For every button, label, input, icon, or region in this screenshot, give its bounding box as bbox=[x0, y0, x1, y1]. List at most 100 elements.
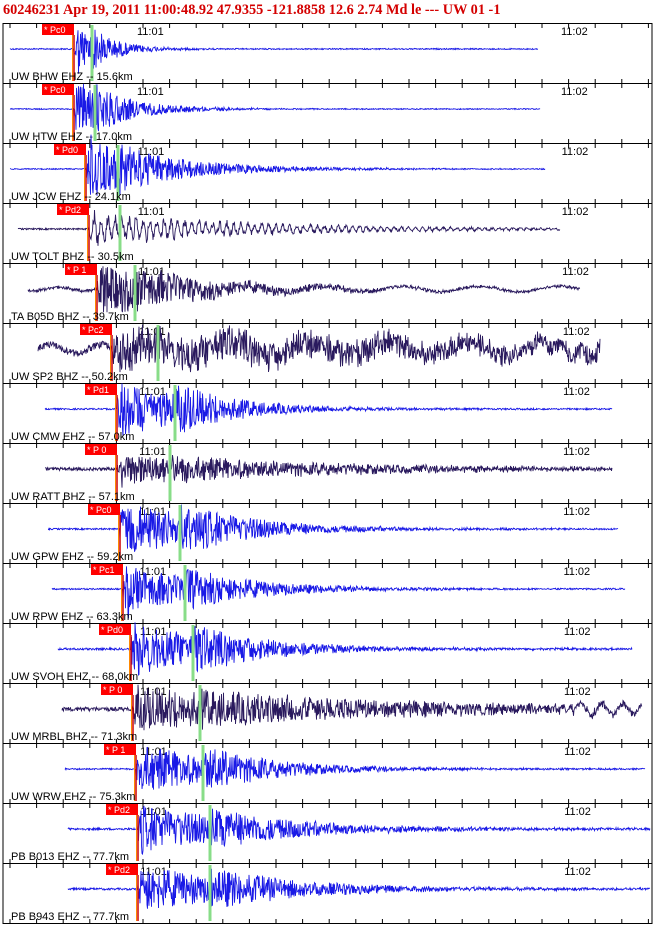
event-header: 60246231 Apr 19, 2011 11:00:48.92 47.935… bbox=[3, 2, 501, 18]
waveform bbox=[44, 383, 613, 437]
station-label: UW RPW EHZ -- 63.3km bbox=[11, 611, 133, 623]
station-label: UW SP2 BHZ -- 50.2km bbox=[11, 371, 128, 383]
station-label: UW BHW EHZ -- 15.6km bbox=[11, 71, 133, 83]
time-tick-label: 11:02 bbox=[564, 806, 591, 818]
pick-label: * Pc2 bbox=[82, 325, 104, 335]
time-tick-label: 11:02 bbox=[564, 686, 591, 698]
time-tick-label: 11:02 bbox=[563, 386, 590, 398]
trace-row: 11:01 11:02 * Pd2 UW TOLT BHZ -- 30.5km bbox=[2, 203, 653, 264]
pick-box bbox=[106, 864, 138, 875]
pick-label: * Pd0 bbox=[56, 145, 78, 155]
station-label: UW MRBL BHZ -- 71.3km bbox=[11, 731, 137, 743]
time-tick-label: 11:02 bbox=[564, 626, 591, 638]
pick-label: * Pc0 bbox=[44, 85, 66, 95]
trace-row: 11:01 11:02 * Pd1 UW CMW EHZ -- 57.0km bbox=[2, 383, 653, 444]
time-tick-label: 11:02 bbox=[564, 866, 591, 878]
pick-box bbox=[91, 564, 123, 575]
waveform bbox=[64, 746, 646, 790]
time-tick-label: 11:01 bbox=[137, 26, 164, 38]
time-tick-label: 11:02 bbox=[563, 506, 590, 518]
pick-box bbox=[54, 144, 86, 155]
waveform bbox=[44, 454, 613, 488]
time-tick-label: 11:02 bbox=[562, 266, 589, 278]
pick-label: * P 1 bbox=[106, 745, 125, 755]
station-label: UW GPW EHZ -- 59.2km bbox=[11, 551, 133, 563]
waveform bbox=[9, 83, 541, 132]
station-label: UW SVOH EHZ -- 68.0km bbox=[11, 671, 138, 683]
pick-label: * Pd2 bbox=[108, 865, 130, 875]
pick-label: * Pd0 bbox=[101, 625, 123, 635]
time-tick-label: 11:01 bbox=[140, 626, 167, 638]
time-tick-label: 11:02 bbox=[563, 566, 590, 578]
time-tick-label: 11:01 bbox=[138, 206, 165, 218]
waveform bbox=[9, 134, 546, 196]
time-tick-label: 11:01 bbox=[140, 866, 167, 878]
station-label: TA B05D BHZ -- 39.7km bbox=[11, 311, 129, 323]
station-label: PB B943 EHZ -- 77.7km bbox=[11, 911, 129, 923]
waveform bbox=[61, 684, 643, 731]
pick-label: * Pc0 bbox=[90, 505, 112, 515]
waveform bbox=[9, 29, 539, 74]
pick-label: * P 1 bbox=[67, 265, 86, 275]
waveform bbox=[47, 504, 619, 552]
time-tick-label: 11:02 bbox=[561, 86, 588, 98]
waveform bbox=[57, 622, 633, 676]
pick-label: * Pd1 bbox=[87, 385, 109, 395]
time-tick-label: 11:01 bbox=[140, 806, 167, 818]
station-label: UW JCW EHZ -- 24.1km bbox=[11, 191, 131, 203]
time-tick-label: 11:02 bbox=[562, 146, 589, 158]
time-tick-label: 11:02 bbox=[563, 446, 590, 458]
time-tick-label: 11:01 bbox=[140, 746, 167, 758]
trace-row: 11:01 11:02 * Pd0 UW SVOH EHZ -- 68.0km bbox=[2, 622, 653, 684]
pick-label: * Pc0 bbox=[44, 25, 66, 35]
pick-label: * Pd2 bbox=[108, 805, 130, 815]
pick-box bbox=[42, 84, 74, 95]
time-tick-label: 11:02 bbox=[561, 26, 588, 38]
trace-row: 11:01 11:02 * Pd2 PB B943 EHZ -- 77.7km bbox=[2, 863, 653, 924]
time-tick-label: 11:02 bbox=[562, 206, 589, 218]
time-tick-label: 11:01 bbox=[138, 146, 165, 158]
trace-row: 11:01 11:02 * Pd0 UW JCW EHZ -- 24.1km bbox=[2, 134, 653, 204]
station-label: UW WRW EHZ -- 75.3km bbox=[11, 791, 135, 803]
pick-box bbox=[42, 24, 74, 35]
time-tick-label: 11:01 bbox=[139, 446, 166, 458]
trace-row: 11:01 11:02 * P 1 UW WRW EHZ -- 75.3km bbox=[2, 743, 653, 804]
station-label: UW RATT BHZ -- 57.1km bbox=[11, 491, 135, 503]
trace-row: 11:01 11:02 * P 0 UW RATT BHZ -- 57.1km bbox=[2, 443, 653, 504]
row-frame bbox=[2, 863, 653, 924]
waveform bbox=[37, 324, 601, 373]
pick-box bbox=[85, 444, 117, 455]
pick-label: * Pd2 bbox=[59, 205, 81, 215]
station-label: UW CMW EHZ -- 57.0km bbox=[11, 431, 134, 443]
trace-row: 11:01 11:02* P 0UW MRBL BHZ -- 71.3km bbox=[2, 683, 653, 744]
waveform bbox=[27, 266, 581, 313]
trace-row: 11:01 11:02 * Pc0 UW BHW EHZ -- 15.6km bbox=[2, 23, 653, 84]
pick-box bbox=[104, 744, 136, 755]
time-tick-label: 11:02 bbox=[563, 326, 590, 338]
waveform bbox=[17, 209, 561, 246]
pick-box bbox=[57, 204, 89, 215]
time-tick-label: 11:02 bbox=[564, 746, 591, 758]
time-tick-label: 11:01 bbox=[139, 386, 166, 398]
pick-box bbox=[80, 324, 112, 335]
pick-box bbox=[99, 624, 131, 635]
waveform bbox=[51, 566, 626, 619]
station-label: UW TOLT BHZ -- 30.5km bbox=[11, 251, 134, 263]
pick-label: * P 0 bbox=[87, 445, 106, 455]
pick-box bbox=[106, 804, 138, 815]
pick-box bbox=[101, 684, 133, 695]
pick-label: * Pc1 bbox=[93, 565, 115, 575]
waveform bbox=[67, 868, 651, 909]
trace-row: 11:01 11:02* P 1TA B05D BHZ -- 39.7km bbox=[2, 263, 653, 324]
waveform bbox=[67, 805, 651, 856]
pick-box bbox=[65, 264, 97, 275]
station-label: UW HTW EHZ -- 17.0km bbox=[11, 131, 132, 143]
pick-box bbox=[88, 504, 120, 515]
trace-row: 11:01 11:02 * Pc0 UW HTW EHZ -- 17.0km bbox=[2, 83, 653, 144]
pick-box bbox=[85, 384, 117, 395]
pick-label: * P 0 bbox=[103, 685, 122, 695]
station-label: PB B013 EHZ -- 77.7km bbox=[11, 851, 129, 863]
